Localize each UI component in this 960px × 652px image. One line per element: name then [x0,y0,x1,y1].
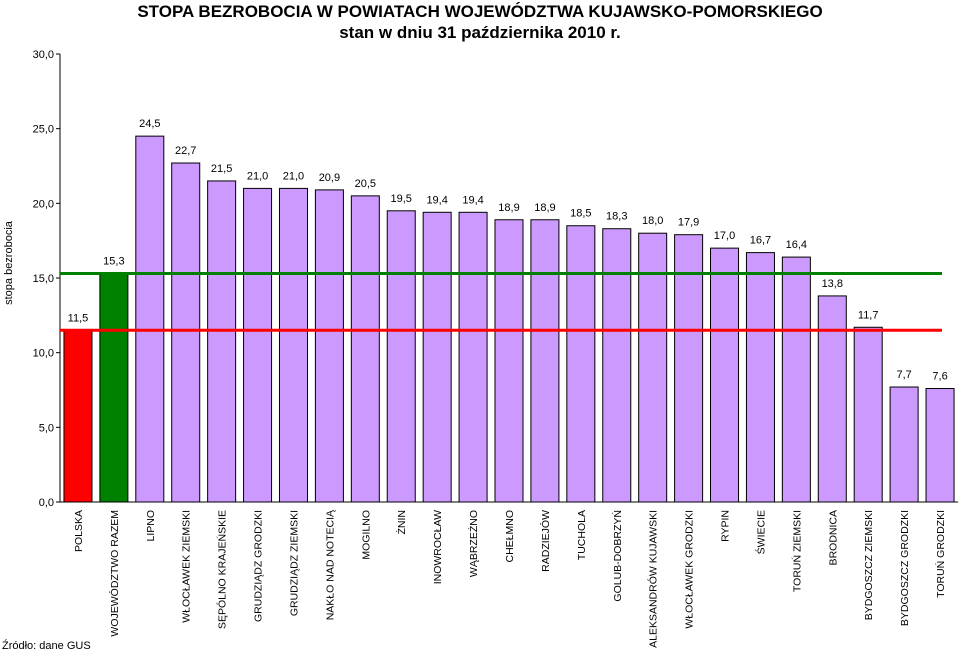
bar [853,326,883,503]
data-label: 7,6 [932,371,947,383]
reference-lines [60,272,942,332]
bar [781,256,811,503]
data-label: 18,9 [534,202,555,214]
y-tick-label: 30,0 [33,49,54,61]
bar [710,247,740,503]
data-label: 19,4 [426,194,447,206]
category-label: ŚWIECIE [754,510,767,554]
bar [422,211,452,503]
chart-subtitle: stan w dniu 31 października 2010 r. [339,23,621,42]
bar [566,225,596,503]
data-label: 15,3 [103,256,124,268]
category-labels: POLSKA WOJEWÓDZTWO RAZEM LIPNO WŁOCŁAWEK ZI… [73,509,947,648]
data-label: 24,5 [139,118,160,130]
y-tick-label: 0,0 [39,497,54,509]
category-label: CHEŁMNO [504,510,516,563]
data-label: 18,9 [498,202,519,214]
bar [314,189,344,503]
data-label: 18,5 [570,208,591,220]
y-tick-label: 15,0 [33,273,54,285]
y-axis-label: stopa bezrobocia [3,220,15,305]
category-label: TORUŃ GRODZKI [934,510,947,598]
bar [745,252,775,503]
bar [530,219,560,503]
data-label: 7,7 [896,369,911,381]
chart-title: STOPA BEZROBOCIA W POWIATACH WOJEWÓDZTWA… [137,2,822,21]
data-label: 18,3 [606,211,627,223]
data-label: 19,4 [462,194,483,206]
bar [889,386,919,503]
data-label: 16,4 [786,239,807,251]
category-label: WŁOCŁAWEK GRODZKI [684,510,696,629]
data-label: 17,9 [678,217,699,229]
data-label: 21,5 [211,163,232,175]
bar [135,135,165,503]
bar [350,195,380,503]
data-label: 11,7 [858,309,879,321]
y-tick-label: 25,0 [33,124,54,136]
data-label: 20,5 [355,178,376,190]
bar [243,187,273,503]
y-tick-label: 20,0 [33,198,54,210]
category-label: ALEKSANDRÓW KUJAWSKI [647,510,660,648]
data-label: 16,7 [750,235,771,247]
data-label: 13,8 [822,278,843,290]
category-label: RYPIN [720,510,732,542]
data-label: 22,7 [175,145,196,157]
bar [171,162,201,503]
category-label: GOLUB-DOBRZYŃ [611,510,624,602]
y-tick-label: 10,0 [33,348,54,360]
bars [63,135,955,503]
data-label: 21,0 [283,170,304,182]
bar [925,388,955,503]
bar [674,234,704,503]
y-tick-label: 5,0 [39,422,54,434]
category-label: WĄBRZEŹNO [467,510,480,577]
source-note: Źródło: dane GUS [2,640,91,652]
category-label: WŁOCŁAWEK ZIEMSKI [181,510,193,623]
data-label: 19,5 [391,193,412,205]
data-label: 18,0 [642,215,663,227]
bar [278,187,308,503]
bar [207,180,237,503]
category-label: SĘPÓLNO KRAJEŃSKIE [216,510,229,629]
bar [602,228,632,503]
bar [99,273,129,503]
data-label: 17,0 [714,230,735,242]
bar [386,210,416,503]
bar [817,295,847,503]
category-label: GRUDZIĄDZ GRODZKI [253,510,265,622]
data-label: 20,9 [319,172,340,184]
category-label: BRODNICA [827,510,839,565]
category-label: WOJEWÓDZTWO RAZEM [108,510,121,637]
value-labels: 11,5 15,3 24,5 22,7 21,5 21,0 21,0 20,9 20,5 19,5… [68,118,948,382]
category-label: NAKŁO NAD NOTECIĄ [324,509,336,620]
category-label: POLSKA [73,510,85,552]
data-label: 21,0 [247,170,268,182]
category-label: BYDGOSZCZ GRODZKI [899,510,911,626]
category-label: GRUDZIĄDZ ZIEMSKI [288,510,300,616]
data-label: 11,5 [68,312,89,324]
category-label: TORUŃ ZIEMSKI [790,510,803,592]
category-label: TUCHOLA [576,510,588,560]
category-label: ŻNIN [395,510,408,535]
bar [638,232,668,503]
category-label: INOWROCŁAW [432,510,444,584]
category-label: BYDGOSZCZ ZIEMSKI [863,510,875,620]
bar [458,211,488,503]
bar [63,329,93,503]
category-label: MOGILNO [360,510,372,560]
category-label: LIPNO [145,510,157,542]
category-label: RADZIEJÓW [539,510,552,572]
bar [494,219,524,503]
